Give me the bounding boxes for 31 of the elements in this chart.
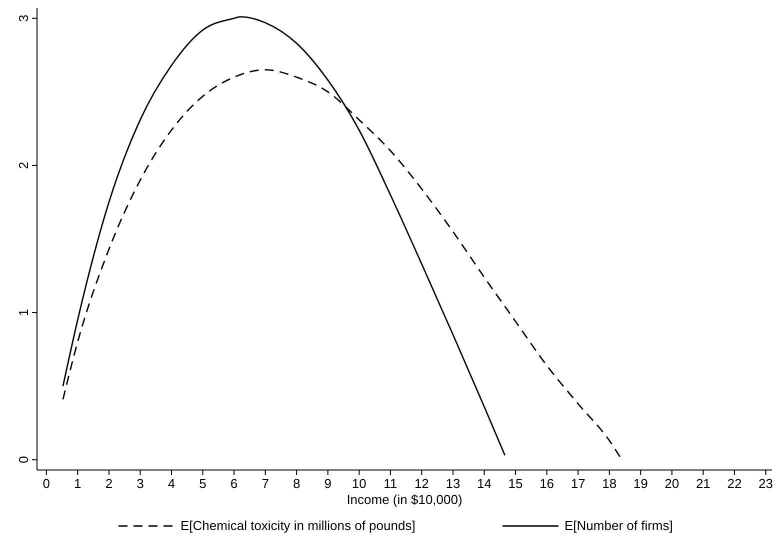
x-axis-title: Income (in $10,000) [346, 492, 462, 507]
x-tick-label: 23 [758, 476, 773, 491]
y-tick-label: 3 [16, 14, 31, 22]
x-tick-label: 14 [477, 476, 492, 491]
y-tick-label: 2 [16, 162, 31, 170]
x-tick-label: 20 [664, 476, 680, 491]
x-tick-label: 17 [570, 476, 586, 491]
x-tick-label: 6 [230, 476, 238, 491]
x-tick-label: 16 [540, 476, 554, 491]
legend-label: E[Chemical toxicity in millions of pounds] [180, 518, 416, 533]
x-tick-label: 10 [352, 476, 366, 491]
x-tick-label: 2 [105, 476, 113, 491]
x-tick-label: 22 [727, 476, 742, 491]
x-tick-label: 3 [136, 476, 144, 491]
x-tick-label: 21 [696, 476, 710, 491]
x-tick-label: 19 [633, 476, 648, 491]
x-tick-label: 5 [199, 476, 206, 491]
x-tick-label: 9 [324, 476, 332, 491]
x-tick-label: 15 [508, 476, 523, 491]
x-tick-label: 1 [74, 476, 82, 491]
y-tick-label: 1 [16, 308, 31, 316]
x-tick-label: 8 [292, 476, 300, 491]
x-tick-label: 13 [446, 476, 460, 491]
x-tick-label: 12 [414, 476, 429, 491]
x-tick-label: 4 [168, 476, 176, 491]
x-tick-label: 7 [262, 476, 269, 491]
x-tick-label: 0 [42, 476, 50, 491]
x-tick-label: 11 [384, 476, 398, 491]
legend-label: E[Number of firms] [564, 518, 673, 533]
y-tick-label: 0 [16, 456, 31, 464]
x-tick-label: 18 [602, 476, 617, 491]
